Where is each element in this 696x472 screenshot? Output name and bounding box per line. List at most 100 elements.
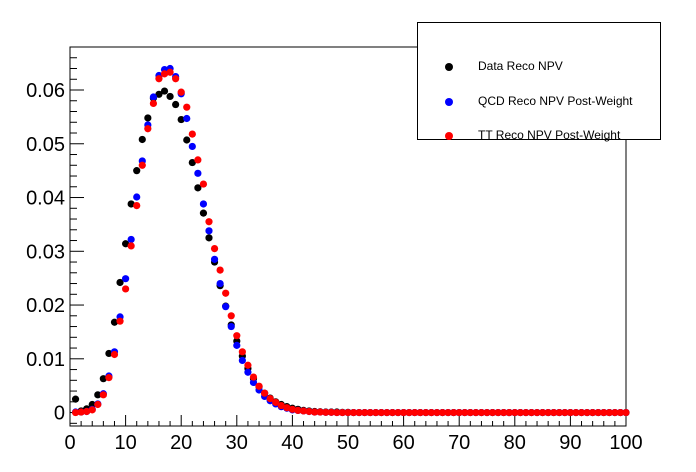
data-point-tt [366,408,374,417]
x-tick-label: 70 [448,432,470,454]
data-point-data [94,391,102,399]
data-point-tt [461,408,469,417]
data-point-tt [110,350,119,359]
data-point-tt [550,408,558,417]
data-point-tt [572,408,580,417]
data-point-tt [222,289,230,297]
data-point-tt [283,404,291,412]
x-axis: 0 10 20 30 40 50 60 70 80 90 100 [64,415,643,454]
data-point-tt [594,408,602,417]
data-point-data [166,92,174,101]
data-point-tt [494,408,502,417]
x-tick-label: 90 [559,432,581,454]
legend-label-tt: TT Reco NPV Post-Weight [478,128,621,142]
data-point-tt [355,408,363,417]
data-point-tt [372,408,380,417]
y-tick-label: 0.02 [26,295,65,317]
data-point-tt [466,408,474,417]
data-point-tt [427,408,435,417]
data-point-tt [272,398,280,406]
data-point-tt [544,408,552,417]
data-point-tt [238,348,246,356]
data-point-tt [405,408,413,417]
data-point-tt [327,408,335,416]
data-point-qcd [199,200,208,208]
data-point-data [144,114,152,122]
y-tick-label: 0 [54,403,65,425]
data-point-tt [338,408,347,417]
legend-entry-qcd: QCD Reco NPV Post-Weight [418,92,660,112]
data-point-tt [438,408,447,417]
data-point-qcd [205,227,213,235]
data-point-tt [255,382,263,390]
data-point-tt [177,88,185,96]
data-point-tt [188,130,196,138]
data-point-data [71,395,80,403]
y-tick-label: 0.05 [26,134,65,156]
data-point-tt [183,103,191,111]
y-tick-label: 0.01 [26,349,65,371]
data-point-tt [383,408,391,417]
data-point-tt [483,408,491,417]
data-point-data [172,100,180,109]
data-point-data [177,115,185,124]
data-point-tt [77,408,85,416]
data-point-tt [416,408,424,417]
legend-label-qcd: QCD Reco NPV Post-Weight [478,94,633,108]
data-point-data [194,184,202,192]
data-point-tt [388,408,397,417]
data-point-tt [249,373,258,381]
legend-marker-data [445,63,453,71]
data-point-tt [400,408,408,417]
data-point-data [199,209,208,217]
data-point-tt [261,389,269,397]
legend-label-data: Data Reco NPV [478,59,563,73]
data-point-tt [294,406,302,415]
data-point-tt [488,408,497,417]
data-point-tt [322,408,330,416]
legend: Data Reco NPV QCD Reco NPV Post-Weight T… [417,22,661,142]
x-tick-label: 40 [281,432,303,454]
data-point-tt [311,408,319,416]
data-point-qcd [233,341,241,349]
data-point-tt [561,408,569,417]
data-point-qcd [194,169,202,177]
data-point-tt [288,405,296,413]
legend-entry-tt: TT Reco NPV Post-Weight [418,126,660,146]
data-point-data [205,234,213,242]
legend-marker-qcd [445,98,453,106]
series-tt [71,68,630,417]
data-point-qcd [127,235,135,244]
data-point-tt [555,408,563,417]
data-point-tt [539,408,547,417]
data-point-qcd [222,303,230,311]
data-point-data [105,349,113,358]
data-point-qcd [122,275,130,283]
data-point-tt [116,317,124,325]
y-axis: 0 0.01 0.02 0.03 0.04 0.05 0.06 [26,57,84,425]
data-point-tt [505,408,513,417]
data-point-tt [533,408,541,417]
data-series-layer [71,64,630,417]
data-point-tt [199,180,208,188]
x-tick-label: 0 [64,432,75,454]
data-point-data [110,318,119,326]
data-point-tt [394,408,402,417]
data-point-tt [266,394,274,403]
data-point-tt [344,408,352,417]
data-point-qcd [238,356,246,365]
data-point-data [155,90,163,98]
data-point-tt [333,408,341,417]
x-tick-label: 100 [609,432,642,454]
data-point-tt [516,408,524,417]
data-point-tt [616,408,625,417]
data-point-tt [244,361,252,369]
data-point-tt [122,285,130,293]
data-point-tt [566,408,575,417]
data-point-data [160,87,169,95]
data-point-tt [589,408,597,417]
data-point-tt [611,408,619,417]
legend-marker-tt [445,132,453,140]
data-point-tt [455,408,463,417]
